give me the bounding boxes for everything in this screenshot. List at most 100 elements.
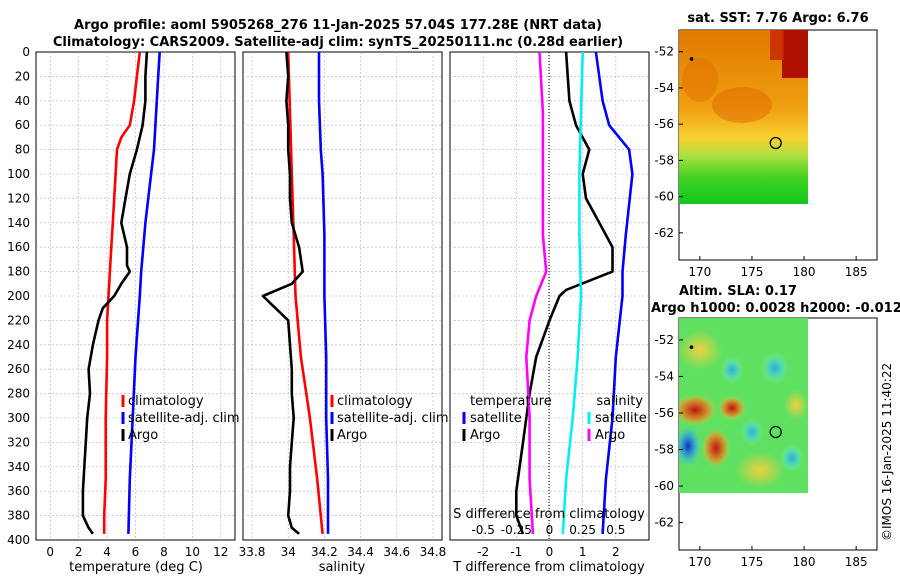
y-tick-label: 400 [7, 533, 30, 547]
y-tick-label: 360 [7, 484, 30, 498]
x-tick-label: 33.8 [239, 545, 266, 559]
x-tick-label: -2 [477, 545, 489, 559]
salinity-argo-profile-line [524, 51, 548, 534]
x-tick-label: 1 [579, 545, 587, 559]
sla-blob-cyan-3 [740, 418, 764, 446]
sla-blob-blue-1 [679, 424, 702, 468]
x-tick-label: 12 [213, 545, 228, 559]
sla-blob-cyan-4 [780, 444, 804, 472]
climatology-profile-line [102, 51, 142, 534]
y-tick-label: -54 [654, 81, 674, 95]
legend-temp-satellite-label: satellite [470, 411, 522, 426]
figure-title-line1: Argo profile: aoml 5905268_276 11-Jan-20… [74, 18, 602, 33]
y-tick-label: 320 [7, 435, 30, 449]
x-tick-label: -1 [510, 545, 522, 559]
y-tick-label: -60 [654, 190, 674, 204]
x-tick-label: 2 [612, 545, 620, 559]
legend-temp-argo-label: Argo [470, 428, 500, 443]
y-tick-label: -52 [654, 45, 674, 59]
difference-profile-panel: -2 -1 0 1 2 T difference from climatology S … [449, 51, 650, 575]
y-tick-label: 380 [7, 509, 30, 523]
temperature-diff-legend: temperature satellite Argo [462, 394, 552, 443]
argo-profile-line [261, 51, 305, 535]
sla-blob-yellow-2 [735, 452, 785, 488]
salinity-satellite-profile-line [561, 51, 584, 534]
sla-blob-cyan-1 [720, 356, 744, 384]
legend-temperature-title: temperature [470, 394, 552, 409]
temperature-xlabel: temperature (deg C) [69, 560, 203, 575]
x-tick-label: 0 [546, 545, 554, 559]
y-tick-label: -62 [654, 226, 674, 240]
x-tick-label: 6 [132, 545, 140, 559]
sla-argo-position-marker [769, 425, 782, 439]
y-tick-label: -62 [654, 516, 674, 530]
sst-map-panel: sat. SST: 7.76 Argo: 6.76 -52 -54 -56 -58 -6… [654, 11, 878, 279]
satellite-adj-clim-profile-line [127, 51, 161, 534]
x-tick-label: 34 [281, 545, 296, 559]
sst-map-title: sat. SST: 7.76 Argo: 6.76 [687, 11, 868, 26]
top-x-tick-label: 0.25 [569, 523, 596, 537]
y-tick-label: 160 [7, 240, 30, 254]
sla-blob-yellow-1 [679, 330, 722, 370]
sst-argo-position-marker [769, 136, 782, 150]
salinity-xlabel: salinity [319, 560, 366, 575]
y-tick-label: 20 [15, 69, 30, 83]
y-tick-label: 340 [7, 460, 30, 474]
y-tick-label: 80 [15, 143, 30, 157]
sst-field [679, 30, 808, 204]
sla-field [679, 318, 808, 493]
sla-blob-yellow-3 [784, 390, 808, 420]
y-tick-label: 180 [7, 265, 30, 279]
difference-xlabel: T difference from climatology [452, 560, 645, 575]
x-tick-label: 34.4 [347, 545, 374, 559]
legend-sal-argo-label: Argo [595, 428, 625, 443]
legend-argo-label: Argo [337, 428, 367, 443]
y-tick-label: -56 [654, 117, 674, 131]
sst-warm-blob [712, 87, 772, 123]
x-tick-label: 2 [75, 545, 83, 559]
x-tick-label: 8 [160, 545, 168, 559]
y-tick-label: 100 [7, 167, 30, 181]
y-tick-label: 0 [22, 45, 30, 59]
y-tick-label: 120 [7, 191, 30, 205]
x-tick-label: 170 [688, 555, 711, 569]
sla-map-title-line1: Altim. SLA: 0.17 [679, 284, 797, 299]
y-tick-label: 240 [7, 338, 30, 352]
sst-prev-position-marker [689, 57, 694, 61]
sst-warm-patch [782, 30, 808, 78]
argo-profile-line [81, 51, 149, 535]
y-tick-label: 140 [7, 216, 30, 230]
temperature-argo-profile-line [514, 51, 614, 535]
y-tick-label: 200 [7, 289, 30, 303]
imos-watermark: ©IMOS 16-Jan-2025 11:40:22 [880, 363, 894, 541]
y-tick-label: 280 [7, 387, 30, 401]
x-tick-label: 180 [793, 265, 816, 279]
sst-cool-blob [682, 58, 718, 102]
sla-prev-position-marker [689, 345, 694, 350]
sla-blob-red-3 [718, 396, 746, 420]
x-tick-label: 180 [793, 555, 816, 569]
top-x-tick-label: -0.25 [501, 523, 532, 537]
sla-blob-cyan-2 [761, 352, 789, 384]
salinity-legend: climatology satellite-adj. clim Argo [330, 394, 449, 443]
figure-title-line2: Climatology: CARS2009. Satellite-adj cli… [53, 35, 623, 50]
y-tick-label: -60 [654, 479, 674, 493]
difference-top-xlabel: S difference from climatology [453, 507, 645, 522]
x-tick-label: 10 [185, 545, 200, 559]
x-tick-label: 34.6 [383, 545, 410, 559]
temperature-legend: climatology satellite-adj. clim Argo [121, 394, 240, 443]
sla-map-title-line2: Argo h1000: 0.0028 h2000: -0.0121 [651, 301, 900, 316]
top-x-tick-label: 0.5 [606, 523, 625, 537]
top-x-tick-label: 0 [546, 523, 554, 537]
x-tick-label: 4 [103, 545, 111, 559]
salinity-profile-panel: 33.8 34 34.2 34.4 34.6 34.8 salinity climatol… [239, 51, 449, 575]
x-tick-label: 175 [740, 265, 763, 279]
legend-salinity-title: salinity [596, 394, 643, 409]
temperature-satellite-profile-line [594, 51, 634, 534]
x-tick-label: 0 [46, 545, 54, 559]
x-tick-label: 34.2 [311, 545, 338, 559]
x-tick-label: 34.8 [420, 545, 447, 559]
y-tick-label: -58 [654, 153, 674, 167]
x-tick-label: 185 [845, 265, 868, 279]
